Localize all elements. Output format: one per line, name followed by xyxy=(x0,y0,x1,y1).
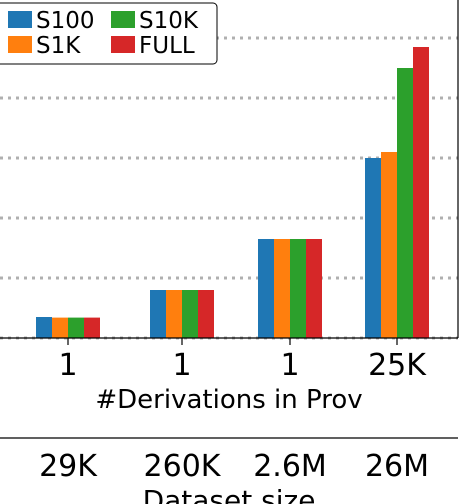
x-tick-label: 25K xyxy=(368,348,427,383)
bar-s100-1 xyxy=(150,290,166,338)
bar-full-3 xyxy=(413,47,429,338)
secondary-tick-label: 2.6M xyxy=(253,449,327,484)
x-tick-label: 1 xyxy=(280,348,299,383)
x-tick-label: 1 xyxy=(58,348,77,383)
bar-s10k-1 xyxy=(182,290,198,338)
secondary-x-ticks: 29K 260K 2.6M 26M xyxy=(39,449,429,484)
bar-s1k-3 xyxy=(381,152,397,338)
x-ticks: 1 1 1 25K xyxy=(58,338,427,383)
bar-s10k-3 xyxy=(397,68,413,338)
bar-full-0 xyxy=(84,317,100,338)
bar-s100-2 xyxy=(258,239,274,338)
legend-swatch-s1k xyxy=(8,36,32,53)
x-tick-label: 1 xyxy=(172,348,191,383)
bar-s100-3 xyxy=(365,158,381,338)
legend-label-full: FULL xyxy=(139,33,195,59)
bar-s10k-0 xyxy=(68,317,84,338)
legend-swatch-s10k xyxy=(111,11,135,28)
bar-s10k-2 xyxy=(290,239,306,338)
secondary-tick-label: 260K xyxy=(144,449,222,484)
bar-s1k-2 xyxy=(274,239,290,338)
legend-label-s10k: S10K xyxy=(139,8,199,34)
bar-s1k-1 xyxy=(166,290,182,338)
legend-swatch-s100 xyxy=(8,11,32,28)
bars xyxy=(36,47,429,338)
x-axis-label: #Derivations in Prov xyxy=(95,385,362,415)
secondary-tick-label: 29K xyxy=(39,449,98,484)
bar-full-2 xyxy=(306,239,322,338)
secondary-axis-label: Dataset size xyxy=(143,484,316,504)
legend-label-s1k: S1K xyxy=(36,33,81,59)
secondary-tick-label: 26M xyxy=(365,449,429,484)
bar-full-1 xyxy=(198,290,214,338)
bar-s100-0 xyxy=(36,317,52,338)
legend-frame xyxy=(0,2,218,65)
bar-s1k-0 xyxy=(52,317,68,338)
legend-swatch-full xyxy=(111,36,135,53)
legend-label-s100: S100 xyxy=(36,8,95,34)
